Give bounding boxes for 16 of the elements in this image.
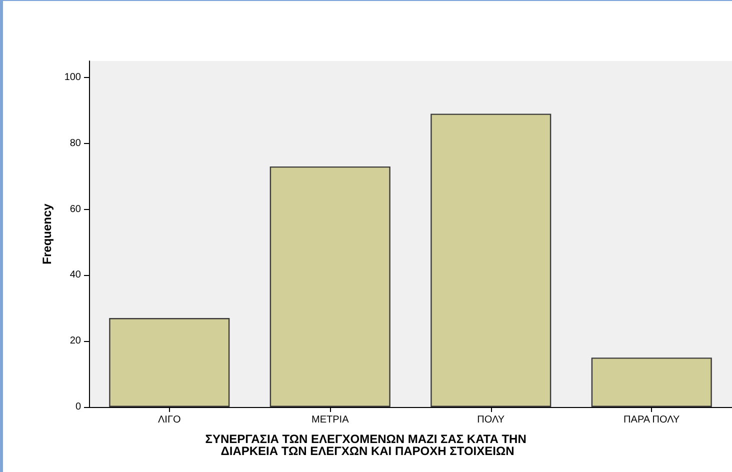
x-tick-label: ΜΕΤΡΙΑ xyxy=(312,414,350,426)
y-tick-label: 100 xyxy=(64,72,82,83)
bar xyxy=(109,318,230,407)
y-tick-label: 20 xyxy=(70,336,82,347)
y-tick-label: 80 xyxy=(70,138,82,149)
y-axis-title: Frequency xyxy=(40,203,54,264)
bar xyxy=(591,358,712,407)
y-tick-label: 40 xyxy=(70,270,82,281)
x-tick-label: ΛΙΓΟ xyxy=(158,414,181,426)
bar xyxy=(270,166,390,407)
bar xyxy=(430,114,552,407)
x-tick-label: ΠΑΡΑ ΠΟΛΥ xyxy=(624,414,680,426)
x-axis-title: ΣΥΝΕΡΓΑΣΙΑ ΤΩΝ ΕΛΕΓΧΟΜΕΝΩΝ ΜΑΖΙ ΣΑΣ ΚΑΤΑ ΤΗΝ ΔΙΑΡΚΕΙΑ ΤΩΝ ΕΛΕΓΧΩΝ ΚΑΙ ΠΑΡΟΧΗ ΣΤΟΙΧΕΙΩΝ xyxy=(205,432,530,458)
y-tick-label: 60 xyxy=(70,204,82,215)
x-tick-label: ΠΟΛΥ xyxy=(477,414,505,426)
y-tick-label: 0 xyxy=(75,402,82,412)
